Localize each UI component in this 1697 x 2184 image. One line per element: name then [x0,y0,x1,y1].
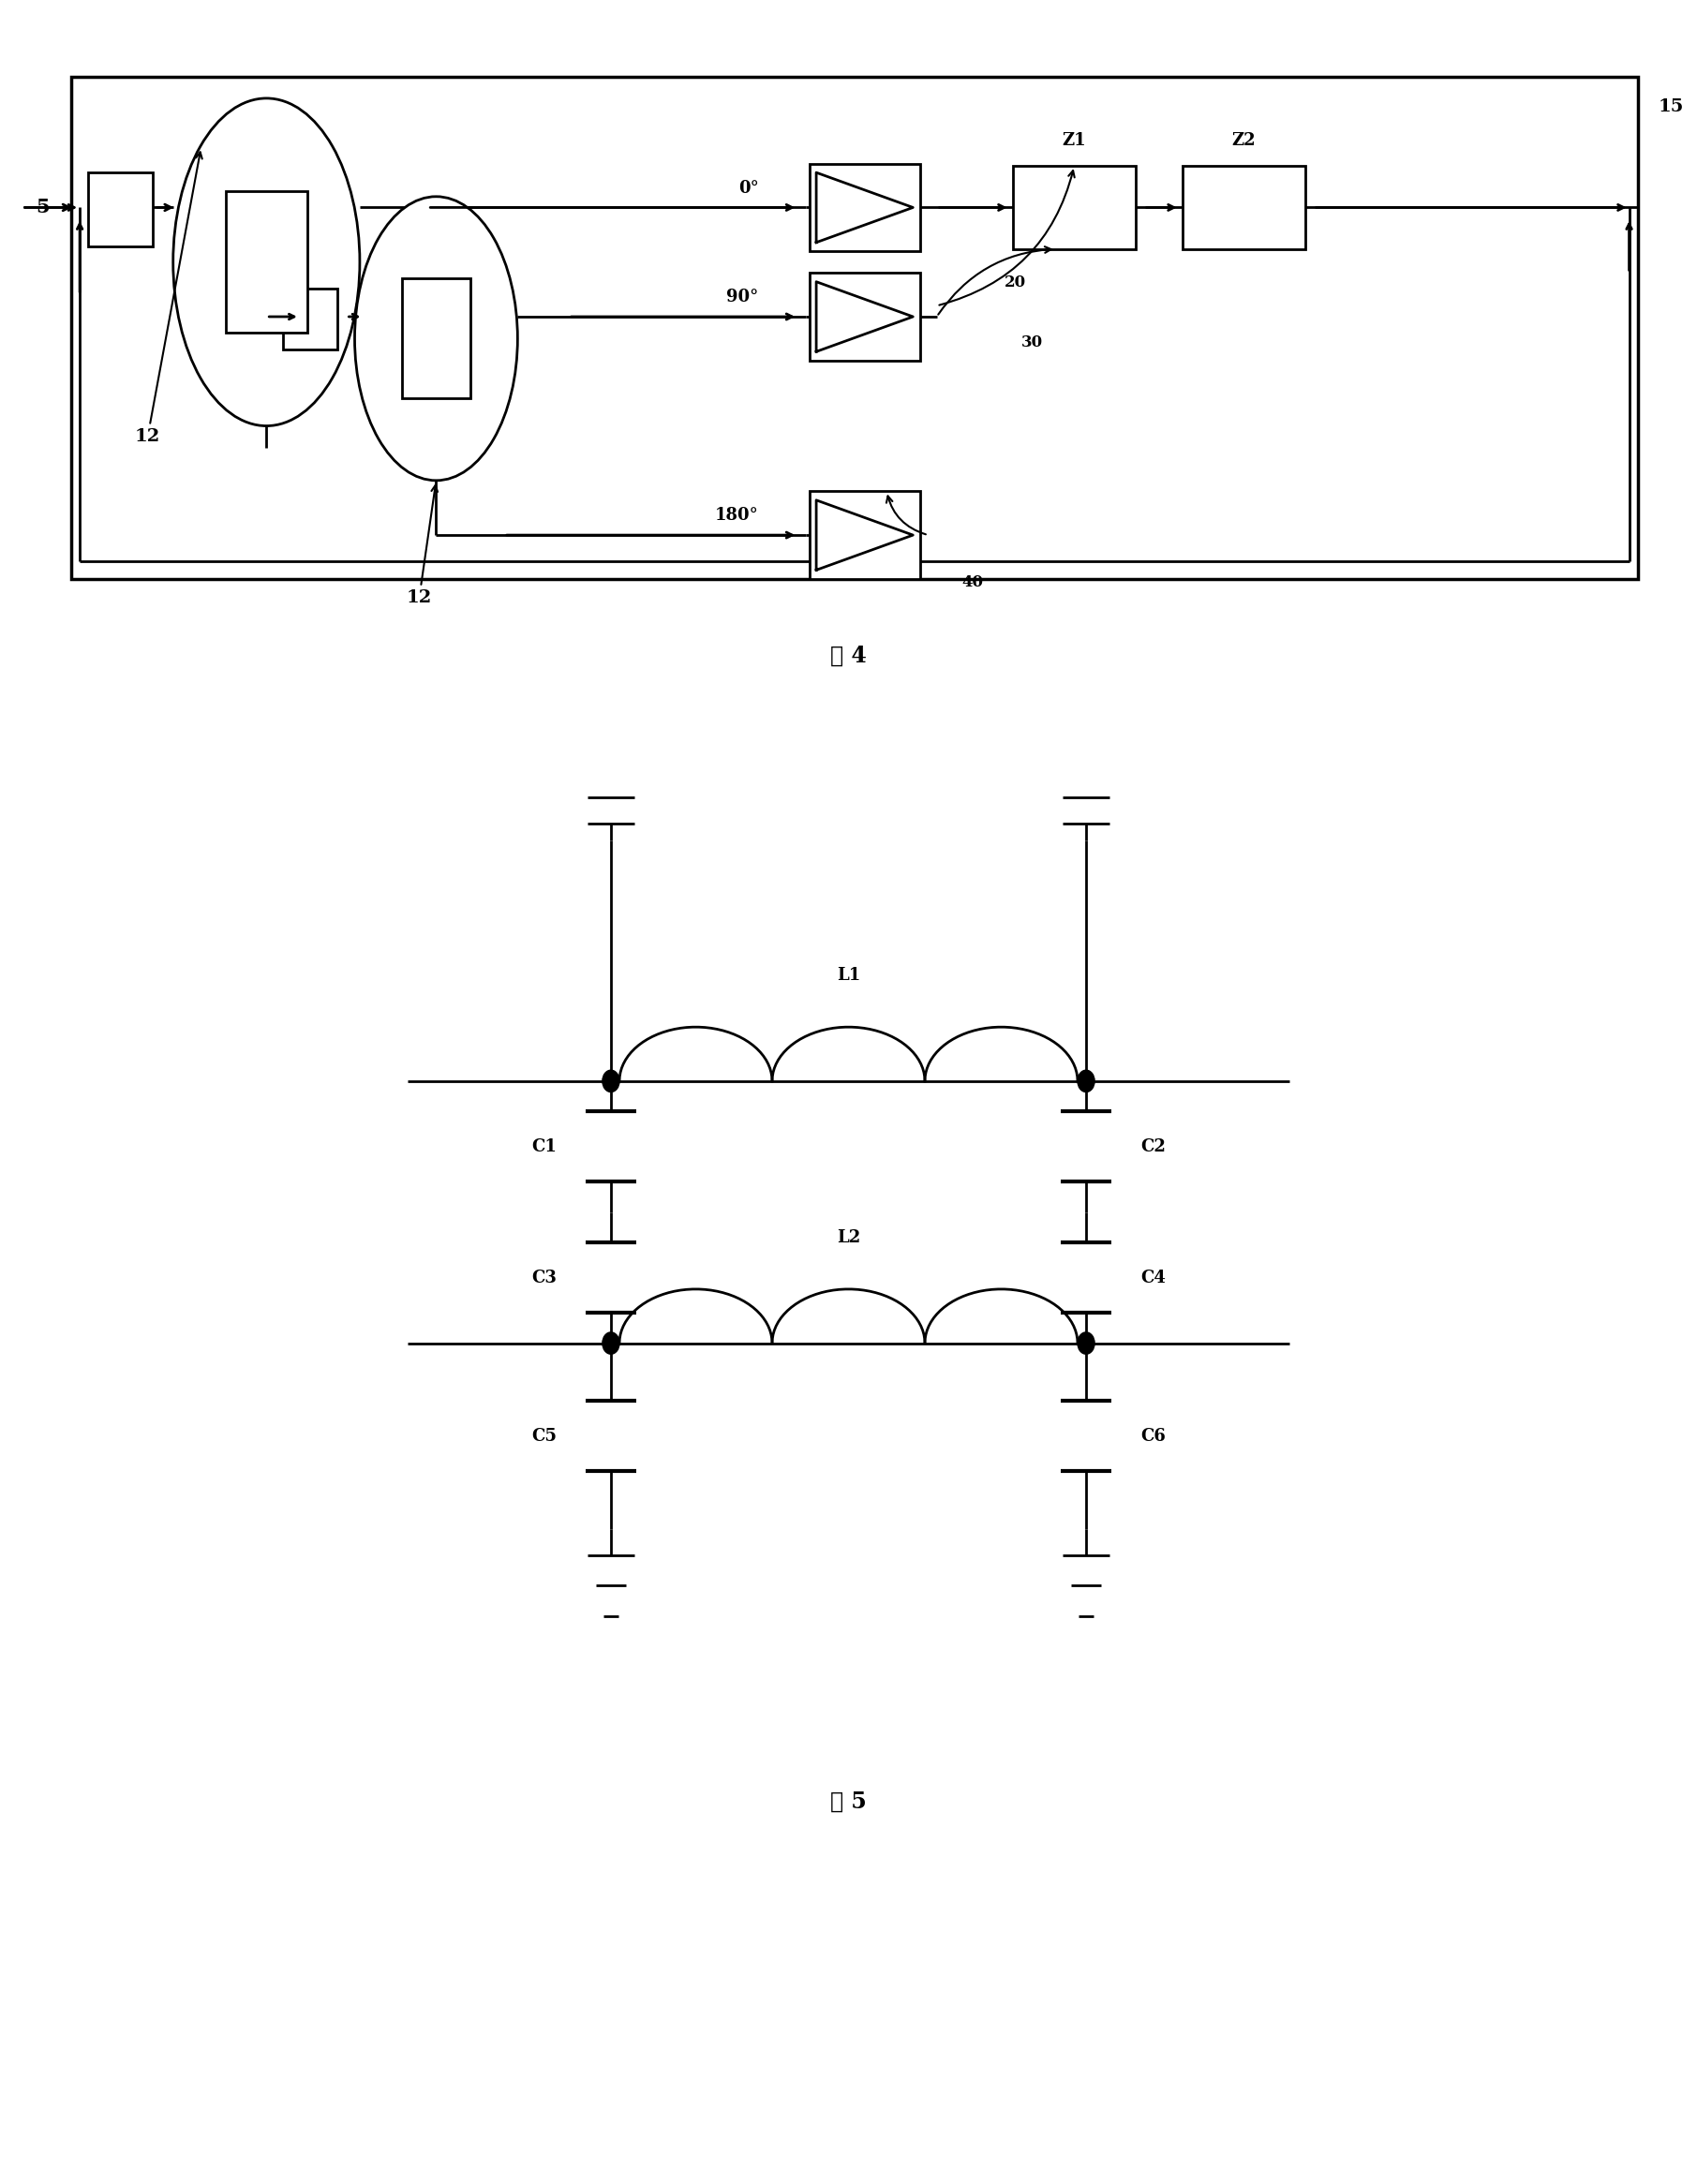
Text: 20: 20 [1005,275,1027,290]
Circle shape [1078,1332,1095,1354]
Bar [71,76,1638,579]
Circle shape [1078,1070,1095,1092]
Ellipse shape [355,197,518,480]
Circle shape [602,1070,619,1092]
Text: 15: 15 [1658,98,1683,116]
Text: 90°: 90° [726,288,759,306]
Text: 12: 12 [406,485,438,607]
Text: 5: 5 [36,199,49,216]
Text: 12: 12 [134,153,202,446]
Text: 0°: 0° [738,179,759,197]
Text: 图 4: 图 4 [830,644,867,666]
Bar [809,273,920,360]
Bar [1013,166,1135,249]
Text: C5: C5 [531,1428,557,1444]
Text: 40: 40 [962,574,984,590]
Text: 180°: 180° [714,507,759,524]
Circle shape [602,1332,619,1354]
Text: C4: C4 [1140,1269,1166,1286]
Text: Z1: Z1 [1062,131,1086,149]
Bar [226,190,307,332]
Bar [283,288,338,349]
Text: C3: C3 [531,1269,557,1286]
Text: 30: 30 [1022,334,1044,349]
Bar [88,173,153,247]
Text: C2: C2 [1140,1138,1166,1155]
Text: C6: C6 [1140,1428,1166,1444]
Text: L1: L1 [837,968,860,983]
Bar [809,491,920,579]
Bar [402,277,470,397]
Text: C1: C1 [531,1138,557,1155]
Bar [809,164,920,251]
Text: 图 5: 图 5 [830,1791,867,1813]
Text: Z2: Z2 [1232,131,1256,149]
Bar [1183,166,1305,249]
Text: L2: L2 [837,1230,860,1245]
Ellipse shape [173,98,360,426]
